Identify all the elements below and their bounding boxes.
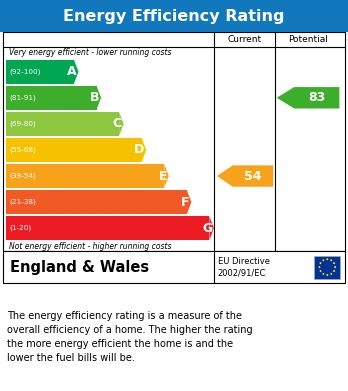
Polygon shape bbox=[187, 190, 191, 214]
Polygon shape bbox=[322, 259, 325, 262]
Text: G: G bbox=[202, 222, 212, 235]
Polygon shape bbox=[217, 165, 273, 187]
Polygon shape bbox=[209, 216, 214, 240]
Polygon shape bbox=[74, 60, 79, 84]
Text: 83: 83 bbox=[308, 91, 325, 104]
Polygon shape bbox=[326, 258, 329, 261]
Polygon shape bbox=[334, 266, 337, 269]
Text: (69-80): (69-80) bbox=[10, 120, 37, 127]
Text: B: B bbox=[90, 91, 99, 104]
Text: 54: 54 bbox=[244, 170, 262, 183]
Polygon shape bbox=[142, 138, 146, 162]
Text: Not energy efficient - higher running costs: Not energy efficient - higher running co… bbox=[9, 242, 171, 251]
Bar bbox=[0, 0, 348, 32]
Text: (1-20): (1-20) bbox=[10, 225, 32, 231]
Text: D: D bbox=[134, 143, 144, 156]
Text: E: E bbox=[159, 170, 167, 183]
Bar bbox=[6, 60, 74, 84]
Text: EU Directive
2002/91/EC: EU Directive 2002/91/EC bbox=[218, 256, 269, 278]
Bar bbox=[6, 164, 164, 188]
Polygon shape bbox=[319, 262, 322, 265]
Bar bbox=[6, 86, 96, 109]
Polygon shape bbox=[322, 273, 325, 275]
Polygon shape bbox=[330, 259, 333, 262]
Polygon shape bbox=[96, 86, 101, 109]
Text: England & Wales: England & Wales bbox=[10, 260, 150, 274]
Polygon shape bbox=[119, 112, 124, 136]
Polygon shape bbox=[333, 270, 335, 273]
Bar bbox=[6, 216, 209, 240]
Text: Current: Current bbox=[228, 35, 262, 44]
Text: F: F bbox=[181, 196, 190, 209]
Bar bbox=[6, 112, 119, 136]
Text: Very energy efficient - lower running costs: Very energy efficient - lower running co… bbox=[9, 48, 171, 57]
Text: C: C bbox=[113, 117, 122, 130]
Text: (39-54): (39-54) bbox=[10, 173, 37, 179]
Polygon shape bbox=[326, 274, 329, 276]
Bar bbox=[314, 255, 340, 279]
Bar bbox=[6, 190, 187, 214]
Text: (55-68): (55-68) bbox=[10, 147, 37, 153]
Text: (21-38): (21-38) bbox=[10, 199, 37, 205]
Text: The energy efficiency rating is a measure of the
overall efficiency of a home. T: The energy efficiency rating is a measur… bbox=[7, 311, 253, 363]
Text: (92-100): (92-100) bbox=[10, 68, 41, 75]
Polygon shape bbox=[318, 266, 321, 269]
Polygon shape bbox=[319, 270, 322, 273]
Polygon shape bbox=[333, 262, 335, 265]
Polygon shape bbox=[277, 87, 339, 108]
Polygon shape bbox=[164, 164, 169, 188]
Bar bbox=[3, 251, 345, 283]
Text: Potential: Potential bbox=[288, 35, 328, 44]
Bar bbox=[3, 32, 345, 251]
Polygon shape bbox=[330, 273, 333, 275]
Text: A: A bbox=[67, 65, 77, 78]
Text: (81-91): (81-91) bbox=[10, 95, 37, 101]
Bar bbox=[6, 138, 142, 162]
Text: Energy Efficiency Rating: Energy Efficiency Rating bbox=[63, 9, 285, 23]
